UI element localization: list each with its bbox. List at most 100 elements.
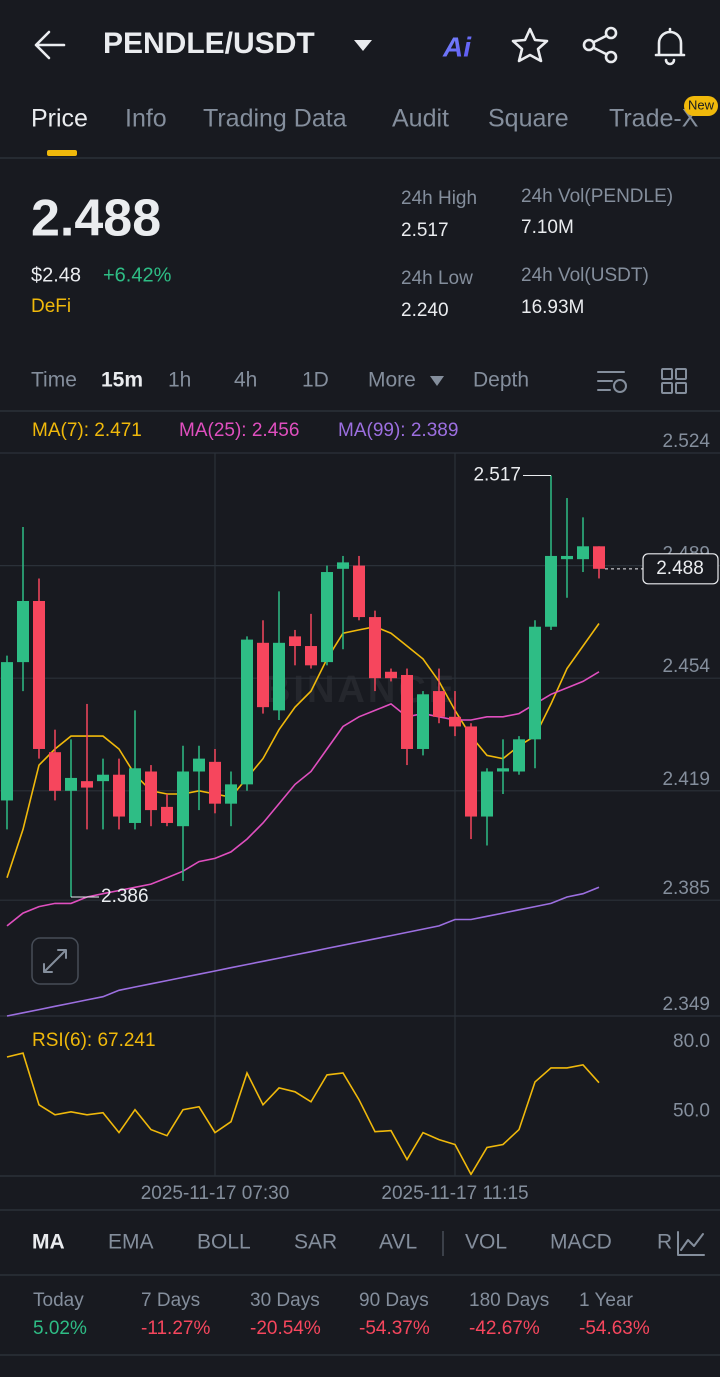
- fiat-price: $2.48: [31, 264, 81, 286]
- x-tick-label: 2025-11-17 07:30: [141, 1183, 290, 1204]
- tab[interactable]: Trading Data: [203, 105, 347, 133]
- y-tick-label: 2.385: [662, 878, 710, 899]
- y-tick-label: 2.419: [662, 769, 710, 790]
- tab[interactable]: Info: [125, 105, 167, 133]
- indicator-tab[interactable]: EMA: [108, 1231, 154, 1254]
- candle-body: [337, 562, 349, 569]
- candle-body: [289, 636, 301, 647]
- candle-body: [369, 617, 381, 679]
- indicator-tab[interactable]: AVL: [379, 1231, 417, 1254]
- tab[interactable]: Square: [488, 105, 569, 133]
- period-change: -54.37%: [359, 1318, 430, 1339]
- period-label: 180 Days: [469, 1290, 549, 1311]
- more-dropdown[interactable]: [430, 376, 444, 386]
- candle-body: [593, 546, 605, 569]
- sector-tag[interactable]: DeFi: [31, 296, 71, 317]
- candle-body: [577, 546, 589, 560]
- period-label: 1 Year: [579, 1290, 634, 1311]
- candle-body: [257, 642, 269, 708]
- candle-body: [1, 662, 13, 801]
- period-change: 5.02%: [33, 1318, 87, 1339]
- candle-body: [545, 555, 557, 627]
- tab[interactable]: Price: [31, 105, 88, 133]
- layout-button[interactable]: [661, 368, 687, 394]
- candle-body: [97, 774, 109, 782]
- period-label: 30 Days: [250, 1290, 320, 1311]
- candle-body: [65, 777, 77, 791]
- ai-button[interactable]: Ai: [442, 31, 472, 62]
- candle-body: [49, 752, 61, 791]
- interval[interactable]: 1D: [302, 369, 329, 392]
- candle-body: [209, 761, 221, 804]
- y-tick-label: 80.0: [673, 1031, 710, 1052]
- period-label: 7 Days: [141, 1290, 200, 1311]
- candle-body: [465, 726, 477, 817]
- interval[interactable]: Depth: [473, 369, 529, 392]
- interval[interactable]: 15m: [101, 369, 143, 392]
- indicator-settings-button[interactable]: [677, 1231, 705, 1256]
- legend-entry: MA(25): 2.456: [179, 420, 299, 441]
- interval-bar: Time 15m 1h 4h 1D More Depth: [31, 369, 529, 392]
- back-button[interactable]: [34, 30, 66, 60]
- period-change: -42.67%: [469, 1318, 540, 1339]
- candle-body: [273, 642, 285, 711]
- candle-body: [305, 646, 317, 666]
- candle-body: [321, 572, 333, 663]
- tab[interactable]: Audit: [392, 105, 449, 133]
- candle-body: [449, 716, 461, 727]
- pair-dropdown[interactable]: [354, 40, 372, 51]
- candle-body: [241, 639, 253, 785]
- indicator-bar: MA EMA BOLL SAR AVL VOL MACD R: [32, 1231, 672, 1254]
- indicator-tab[interactable]: MA: [32, 1231, 65, 1254]
- performance-row: Today 5.02% 7 Days -11.27% 30 Days -20.54% 90 …: [33, 1290, 650, 1339]
- indicator-tab[interactable]: VOL: [465, 1231, 507, 1254]
- interval[interactable]: 1h: [168, 369, 191, 392]
- period-label: 90 Days: [359, 1290, 429, 1311]
- rsi-line: [6, 1052, 600, 1177]
- stat-label: 24h Vol(PENDLE): [521, 186, 673, 207]
- period-change: -20.54%: [250, 1318, 321, 1339]
- chart-settings-button[interactable]: [597, 371, 627, 393]
- candle-body: [129, 768, 141, 823]
- interval[interactable]: More: [368, 369, 416, 392]
- kline-chart: 2025-11-17 07:30 2025-11-17 11:15BINANCE2…: [0, 420, 720, 1204]
- tab[interactable]: Trade-X: [609, 105, 699, 133]
- share-button[interactable]: [582, 26, 618, 64]
- alert-button[interactable]: [654, 27, 686, 66]
- candle-body: [561, 555, 573, 560]
- indicator-tab[interactable]: BOLL: [197, 1231, 251, 1254]
- candle-body: [225, 784, 237, 804]
- indicator-tab[interactable]: SAR: [294, 1231, 337, 1254]
- tab-bar: Price Info Trading Data Audit Square Trade-X: [31, 105, 699, 133]
- candle-body: [177, 771, 189, 827]
- candle-body: [401, 674, 413, 749]
- stats: 24h High 2.517 24h Low 2.240 24h Vol(PENDLE)…: [401, 186, 673, 321]
- candle-body: [353, 565, 365, 618]
- candle-body: [481, 771, 493, 817]
- stat-label: 24h Vol(USDT): [521, 265, 649, 286]
- legend-entry: RSI(6): 67.241: [32, 1030, 156, 1051]
- candle-body: [81, 781, 93, 788]
- stat-label: 24h High: [401, 188, 477, 209]
- tab-indicator: [47, 150, 77, 156]
- candle-body: [161, 806, 173, 823]
- legend-entry: MA(99): 2.389: [338, 420, 458, 441]
- indicator-tab[interactable]: MACD: [550, 1231, 612, 1254]
- stat-label: 24h Low: [401, 268, 473, 289]
- fullscreen-button[interactable]: [31, 937, 79, 985]
- period-label: Today: [33, 1290, 84, 1311]
- last-price: 2.488: [31, 190, 161, 248]
- candle-body: [417, 694, 429, 749]
- interval[interactable]: 4h: [234, 369, 257, 392]
- pair-title[interactable]: PENDLE/USDT: [103, 27, 315, 60]
- stat-value: 7.10M: [521, 217, 574, 238]
- current-price-label: 2.488: [656, 558, 704, 579]
- candle-body: [385, 671, 397, 679]
- indicator-tab[interactable]: R: [657, 1231, 672, 1254]
- y-tick-label: 2.524: [662, 431, 710, 452]
- favorite-button[interactable]: [511, 27, 549, 63]
- stat-value: 16.93M: [521, 297, 584, 318]
- price-change: +6.42%: [103, 264, 172, 286]
